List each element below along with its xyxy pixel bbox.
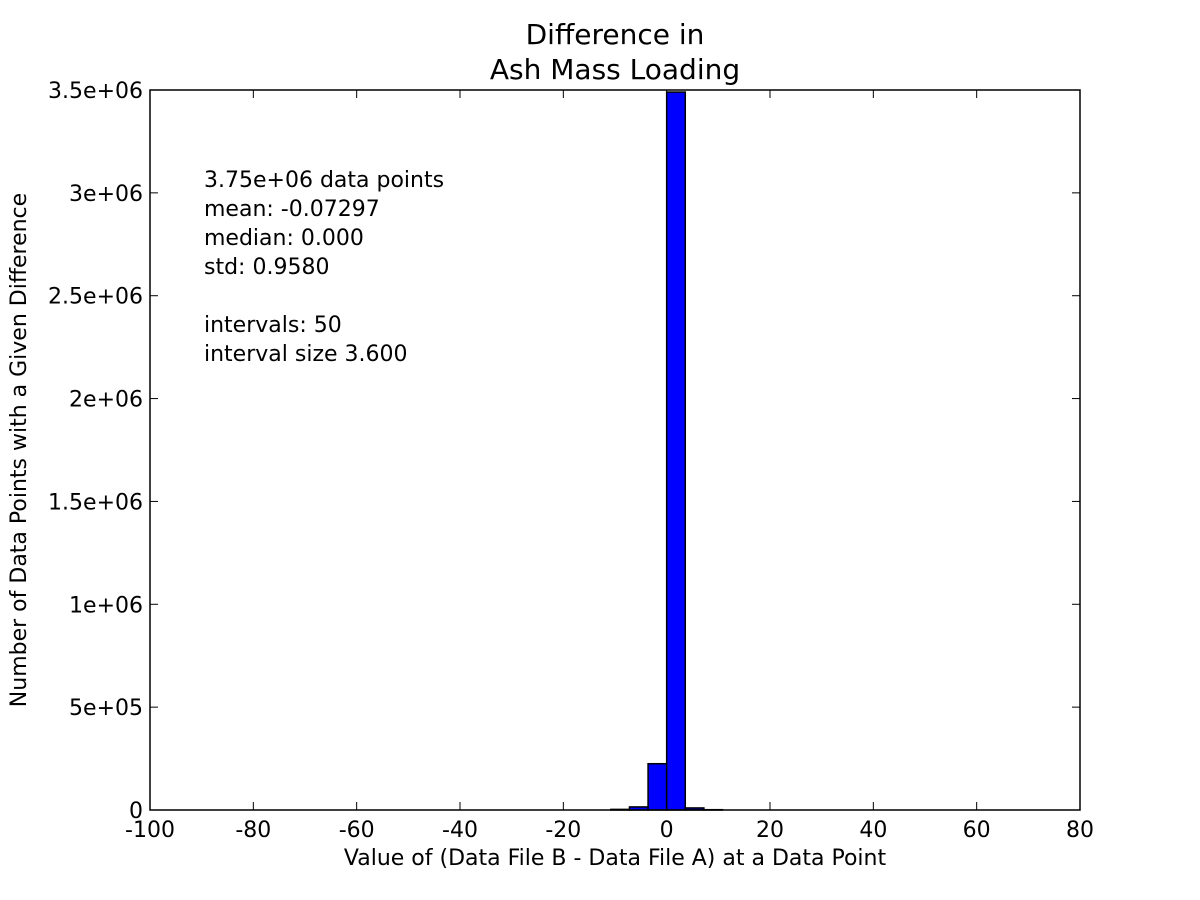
y-tick-label: 2e+06 xyxy=(69,388,143,413)
y-tick-label: 1.5e+06 xyxy=(48,490,143,515)
x-tick-label: 40 xyxy=(859,818,887,843)
chart-title-line-1: Difference in xyxy=(526,18,705,51)
x-tick-label: 60 xyxy=(963,818,991,843)
y-tick-label: 3.5e+06 xyxy=(48,79,143,104)
x-axis-label: Value of (Data File B - Data File A) at … xyxy=(344,846,887,871)
x-tick-label: -80 xyxy=(235,818,271,843)
x-tick-label: -20 xyxy=(545,818,581,843)
histogram-bars xyxy=(610,91,724,811)
x-tick-label: -40 xyxy=(442,818,478,843)
annotation-line: intervals: 50 xyxy=(204,313,342,338)
x-tick-label: -60 xyxy=(339,818,375,843)
x-tick-label: 80 xyxy=(1066,818,1094,843)
histogram-bar xyxy=(647,762,668,811)
x-tick-label: 20 xyxy=(756,818,784,843)
chart-title-line-2: Ash Mass Loading xyxy=(490,53,740,86)
y-tick-label: 3e+06 xyxy=(69,182,143,207)
histogram-bar xyxy=(665,91,687,811)
y-tick-label: 1e+06 xyxy=(69,593,143,618)
stats-annotation: 3.75e+06 data points mean: -0.07297 median… xyxy=(204,168,444,367)
y-axis-ticks: 0 5e+05 1e+06 1.5e+06 2e+06 2.5e+06 3e+06 3.5e+… xyxy=(48,79,1080,824)
annotation-line: interval size 3.600 xyxy=(204,342,408,367)
plot-frame xyxy=(149,89,1081,811)
y-tick-label: 5e+05 xyxy=(69,696,143,721)
x-tick-label: -100 xyxy=(125,818,175,843)
annotation-line: 3.75e+06 data points xyxy=(204,168,444,193)
y-tick-label: 2.5e+06 xyxy=(48,285,143,310)
y-axis-label: Number of Data Points with a Given Diffe… xyxy=(7,193,32,707)
x-tick-label: 0 xyxy=(660,818,674,843)
annotation-line: std: 0.9580 xyxy=(204,255,329,280)
annotation-line: median: 0.000 xyxy=(204,226,364,251)
y-tick-label: 0 xyxy=(129,799,143,824)
x-axis-ticks: -100 -80 -60 -40 -20 0 20 40 60 80 xyxy=(125,90,1094,843)
annotation-line: mean: -0.07297 xyxy=(204,197,380,222)
